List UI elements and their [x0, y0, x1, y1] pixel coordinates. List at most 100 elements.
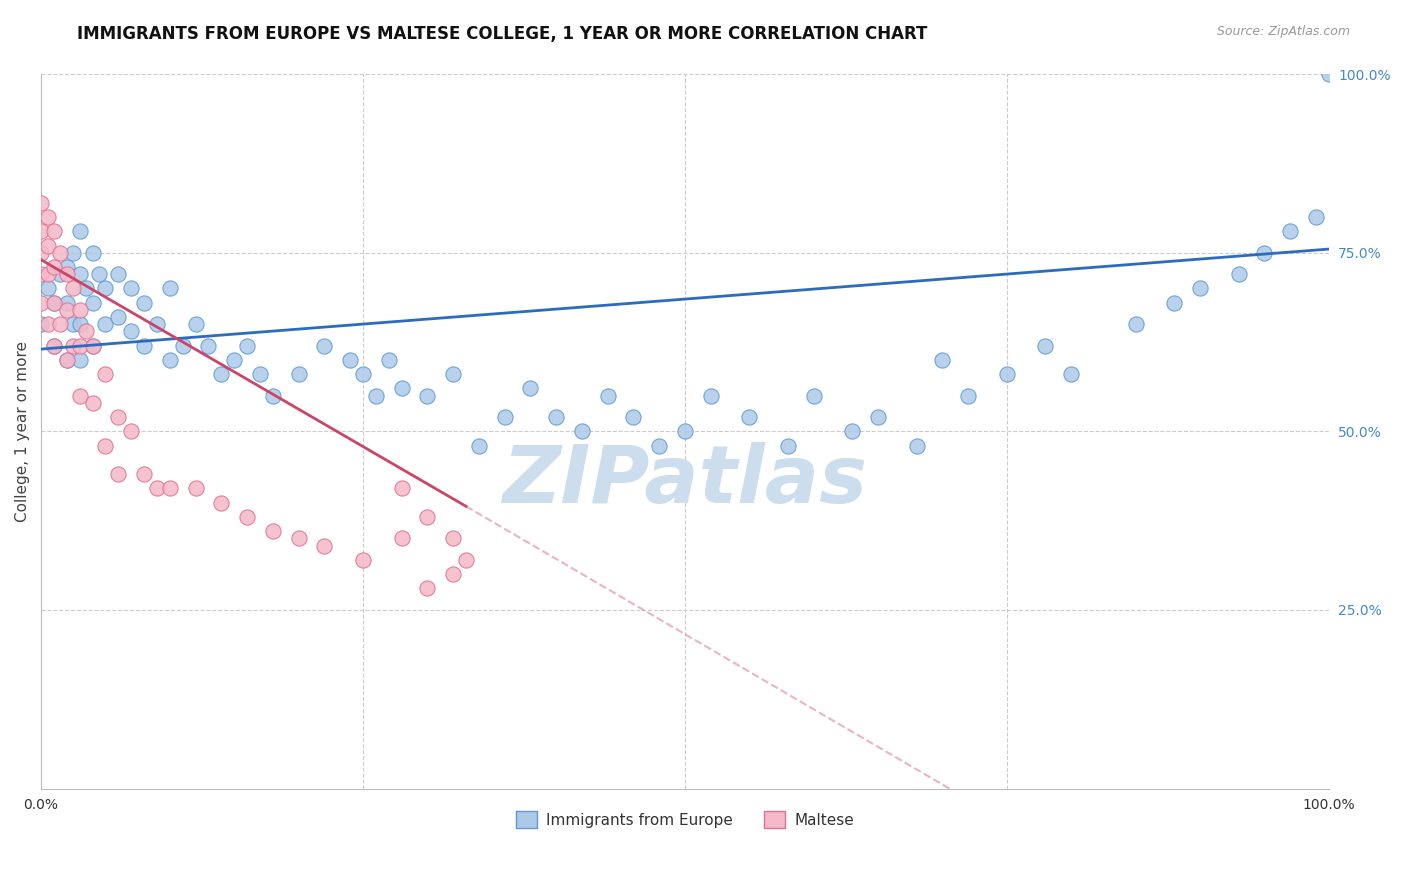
Point: [416, 582, 439, 596]
Point: [42, 295, 65, 310]
Point: [352, 553, 374, 567]
Text: ZIPatlas: ZIPatlas: [502, 442, 868, 520]
Point: [441, 532, 464, 546]
Point: [82, 338, 104, 352]
Point: [69, 224, 91, 238]
Point: [37, 238, 59, 252]
Point: [94, 281, 117, 295]
Point: [209, 496, 232, 510]
Point: [699, 388, 721, 402]
Point: [30, 317, 52, 331]
Point: [62, 245, 84, 260]
Point: [42, 338, 65, 352]
Point: [172, 338, 194, 352]
Point: [87, 267, 110, 281]
Point: [905, 439, 928, 453]
Point: [364, 388, 387, 402]
Point: [132, 338, 155, 352]
Point: [1279, 224, 1302, 238]
Point: [621, 409, 644, 424]
Point: [107, 267, 129, 281]
Point: [377, 352, 399, 367]
Point: [30, 295, 52, 310]
Point: [287, 532, 309, 546]
Point: [69, 352, 91, 367]
Point: [56, 302, 79, 317]
Y-axis label: College, 1 year or more: College, 1 year or more: [15, 341, 30, 522]
Point: [391, 381, 413, 395]
Point: [56, 352, 79, 367]
Point: [454, 553, 477, 567]
Point: [262, 388, 284, 402]
Point: [82, 295, 104, 310]
Point: [107, 467, 129, 482]
Point: [146, 482, 169, 496]
Point: [236, 338, 259, 352]
Point: [1125, 317, 1147, 331]
Point: [82, 245, 104, 260]
Point: [49, 267, 72, 281]
Point: [249, 367, 271, 381]
Point: [120, 324, 142, 338]
Text: Source: ZipAtlas.com: Source: ZipAtlas.com: [1216, 25, 1350, 38]
Point: [30, 267, 52, 281]
Point: [159, 482, 181, 496]
Point: [42, 295, 65, 310]
Point: [62, 317, 84, 331]
Point: [132, 295, 155, 310]
Point: [42, 338, 65, 352]
Point: [519, 381, 541, 395]
Point: [42, 224, 65, 238]
Point: [69, 338, 91, 352]
Point: [30, 245, 52, 260]
Point: [673, 424, 696, 438]
Point: [287, 367, 309, 381]
Point: [30, 195, 52, 210]
Point: [546, 409, 568, 424]
Point: [94, 367, 117, 381]
Point: [1305, 210, 1327, 224]
Point: [441, 567, 464, 582]
Point: [738, 409, 761, 424]
Point: [571, 424, 593, 438]
Point: [69, 302, 91, 317]
Point: [1163, 295, 1185, 310]
Point: [69, 267, 91, 281]
Point: [120, 424, 142, 438]
Point: [803, 388, 825, 402]
Point: [159, 352, 181, 367]
Text: IMMIGRANTS FROM EUROPE VS MALTESE COLLEGE, 1 YEAR OR MORE CORRELATION CHART: IMMIGRANTS FROM EUROPE VS MALTESE COLLEG…: [77, 25, 928, 43]
Point: [184, 317, 207, 331]
Point: [1035, 338, 1057, 352]
Point: [1317, 67, 1340, 81]
Point: [391, 482, 413, 496]
Point: [391, 532, 413, 546]
Point: [69, 317, 91, 331]
Point: [107, 409, 129, 424]
Point: [159, 281, 181, 295]
Point: [56, 295, 79, 310]
Point: [184, 482, 207, 496]
Point: [314, 338, 336, 352]
Point: [75, 324, 97, 338]
Point: [416, 510, 439, 524]
Point: [69, 388, 91, 402]
Point: [262, 524, 284, 539]
Point: [1188, 281, 1211, 295]
Point: [75, 281, 97, 295]
Point: [30, 224, 52, 238]
Point: [416, 388, 439, 402]
Point: [957, 388, 980, 402]
Point: [648, 439, 671, 453]
Point: [209, 367, 232, 381]
Point: [94, 439, 117, 453]
Point: [37, 267, 59, 281]
Point: [468, 439, 491, 453]
Point: [56, 352, 79, 367]
Point: [120, 281, 142, 295]
Point: [197, 338, 219, 352]
Point: [82, 338, 104, 352]
Point: [1227, 267, 1250, 281]
Point: [1060, 367, 1083, 381]
Point: [1253, 245, 1275, 260]
